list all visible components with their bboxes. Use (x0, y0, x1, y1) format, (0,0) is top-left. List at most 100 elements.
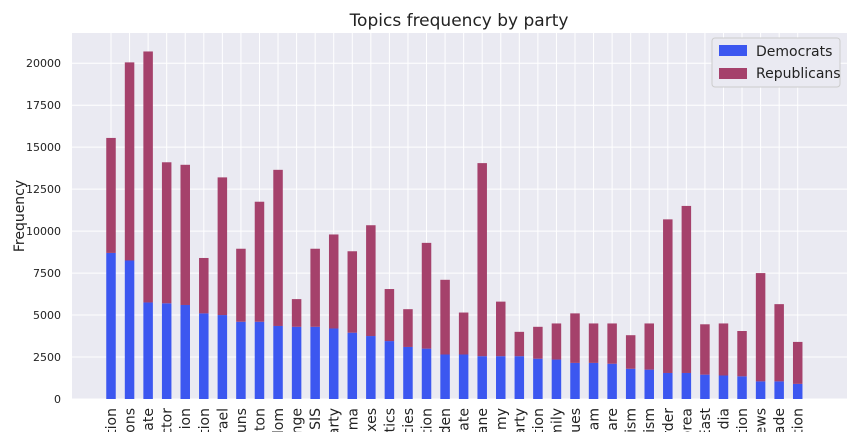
x-tick-label: den (438, 408, 454, 432)
y-tick-label: 2500 (33, 351, 61, 364)
bar-democrats (199, 313, 209, 399)
x-tick-label: tion (791, 408, 807, 432)
x-tick-label: ade (772, 408, 788, 432)
bar-republicans (792, 341, 803, 384)
bar-republicans (384, 289, 395, 342)
x-tick-label: East (698, 408, 714, 432)
x-tick-label: xes (364, 408, 380, 432)
y-tick-label: 0 (54, 393, 61, 406)
x-tick-label: ion (178, 408, 194, 429)
y-tick-label: 20000 (26, 57, 61, 70)
bar-democrats (570, 362, 580, 399)
legend-swatch-democrats (719, 45, 747, 56)
x-tick-label: arty (327, 408, 343, 432)
bar-democrats (607, 363, 617, 399)
x-tick-label: ews (754, 408, 770, 432)
bar-republicans (607, 323, 617, 364)
bar-democrats (588, 362, 599, 399)
bar-republicans (625, 335, 636, 369)
bar-republicans (755, 273, 766, 382)
x-tick-label: ate (141, 408, 157, 431)
bar-republicans (403, 309, 413, 347)
x-tick-label: dom (271, 408, 287, 432)
x-tick-label: tion (197, 408, 213, 432)
bar-republicans (551, 323, 562, 360)
x-tick-label: ma (345, 408, 361, 430)
bars (106, 51, 803, 399)
x-tick-label: tics (382, 408, 398, 432)
legend: Democrats Republicans (711, 37, 841, 88)
bar-democrats (718, 375, 729, 399)
bar-democrats (496, 356, 506, 399)
x-tick-label: my (494, 408, 510, 430)
bar-republicans (737, 331, 747, 377)
bar-republicans (700, 324, 710, 375)
bar-democrats (625, 368, 636, 399)
y-tick-label: 17500 (26, 99, 61, 112)
bar-republicans (217, 177, 228, 316)
bar-republicans (347, 251, 358, 333)
bar-democrats (737, 376, 747, 399)
bar-democrats (273, 325, 283, 399)
x-tick-label: tion (531, 408, 547, 432)
x-tick-label: ues (568, 408, 584, 432)
bar-republicans (458, 312, 469, 355)
x-tick-label: aton (252, 408, 268, 432)
bar-democrats (328, 328, 339, 399)
x-tick-label: ism (642, 408, 658, 432)
x-tick-label: tion (735, 408, 751, 432)
bar-republicans (291, 299, 302, 327)
bar-democrats (106, 252, 116, 399)
bar-democrats (514, 356, 525, 399)
x-tick-label: ism (624, 408, 640, 432)
bar-democrats (644, 369, 654, 399)
bar-republicans (124, 62, 135, 261)
x-tick-label: SIS (308, 408, 324, 430)
legend-swatch-republicans (719, 68, 747, 79)
bar-republicans (570, 313, 580, 363)
bar-republicans (774, 304, 784, 382)
x-tick-label: dia (716, 408, 732, 429)
bar-democrats (792, 383, 803, 399)
bar-democrats (774, 381, 784, 399)
y-tick-label: 7500 (33, 267, 61, 280)
bar-democrats (180, 304, 190, 399)
bar-republicans (199, 257, 209, 314)
bar-democrats (458, 354, 469, 399)
bar-republicans (328, 234, 339, 329)
bar-republicans (310, 248, 320, 327)
bar-democrats (477, 356, 487, 399)
x-tick-label: arty (512, 408, 528, 432)
bar-republicans (588, 323, 599, 363)
bar-republicans (161, 162, 172, 304)
bar-republicans (663, 219, 673, 373)
bar-democrats (143, 302, 153, 399)
bar-democrats (421, 348, 432, 399)
x-tick-label: rael (215, 408, 231, 432)
x-tick-label: orea (679, 408, 695, 432)
y-tick-label: 10000 (26, 225, 61, 238)
bar-democrats (217, 315, 228, 399)
x-tick-label: uns (234, 408, 250, 432)
legend-label-republicans: Republicans (756, 66, 841, 82)
bar-democrats (236, 321, 246, 399)
y-axis-label: Frequency (12, 180, 28, 252)
y-tick-label: 15000 (26, 141, 61, 154)
bar-republicans (106, 137, 116, 253)
bar-republicans (440, 279, 450, 355)
x-tick-label: rder (661, 408, 677, 432)
bar-democrats (291, 326, 302, 399)
bar-democrats (700, 374, 710, 399)
bar-democrats (533, 358, 543, 399)
bar-democrats (384, 341, 395, 399)
y-tick-label: 12500 (26, 183, 61, 196)
chart-title: Topics frequency by party (349, 11, 569, 31)
bar-democrats (755, 381, 766, 399)
y-tick-labels: 0 2500 5000 7500 10000 12500 15000 17500 20000 (26, 57, 61, 406)
bar-republicans (533, 326, 543, 359)
x-tick-label: iate (457, 408, 473, 432)
bar-democrats (124, 260, 135, 399)
x-tick-label: nge (290, 408, 306, 432)
bar-democrats (366, 336, 376, 399)
